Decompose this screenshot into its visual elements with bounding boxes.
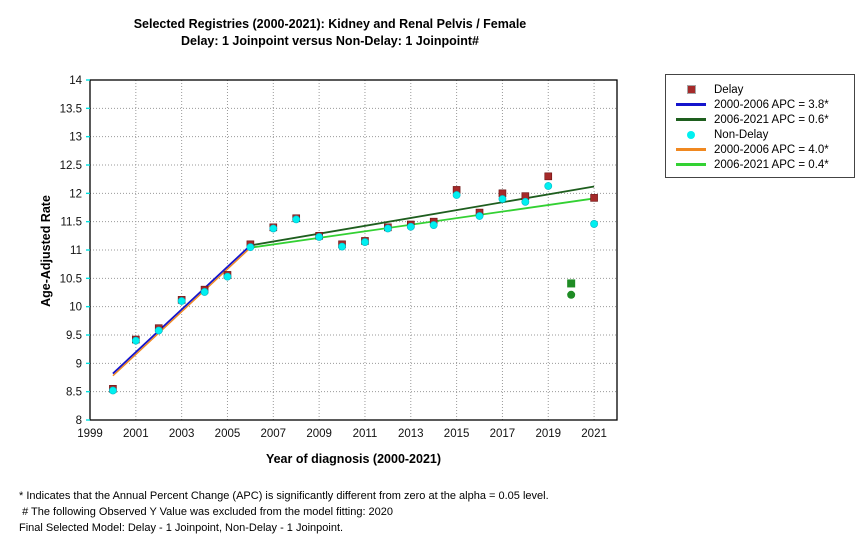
legend-circle-marker-icon — [687, 130, 695, 139]
x-tick-label: 2017 — [490, 428, 516, 440]
x-axis-title: Year of diagnosis (2000-2021) — [265, 452, 442, 466]
non-delay-point — [544, 182, 553, 190]
y-tick-label: 13 — [69, 132, 82, 144]
x-tick-label: 2021 — [581, 428, 607, 440]
x-tick-label: 2001 — [123, 428, 149, 440]
footnotes: * Indicates that the Annual Percent Chan… — [19, 488, 839, 536]
y-tick-label: 8.5 — [66, 387, 82, 399]
x-tick-label: 2005 — [215, 428, 241, 440]
footnote-excluded-value: # The following Observed Y Value was exc… — [19, 506, 394, 518]
delay-point — [590, 194, 598, 202]
footnote-apc-significance: * Indicates that the Annual Percent Chan… — [19, 490, 549, 502]
non-delay-point — [383, 224, 392, 233]
chart-title-line1: Selected Registries (2000-2021): Kidney … — [133, 17, 527, 31]
y-tick-label: 11 — [70, 245, 82, 257]
legend-line-swatch-icon — [676, 103, 706, 106]
legend-item-label: Delay — [714, 83, 744, 96]
x-tick-label: 2009 — [306, 428, 332, 440]
non-delay-point — [131, 336, 140, 345]
y-tick-label: 8 — [76, 415, 82, 427]
non-delay-point — [338, 242, 346, 251]
non-delay-point — [521, 197, 530, 206]
y-tick-label: 11.5 — [60, 217, 82, 229]
non-delay-point — [429, 221, 438, 229]
x-tick-label: 2019 — [535, 428, 561, 440]
non-delay-point — [361, 238, 369, 246]
legend-item-label: Non-Delay — [714, 128, 769, 141]
chart-title: Selected Registries (2000-2021): Kidney … — [0, 16, 660, 50]
legend-line-swatch-icon — [676, 118, 706, 121]
excluded-non-delay-point — [567, 290, 576, 299]
fit-line-non-delay-2000-2006-apc-4-0 — [112, 247, 251, 377]
non-delay-point — [590, 220, 598, 228]
non-delay-point — [292, 215, 301, 224]
legend-item-label: 2006-2021 APC = 0.4* — [714, 158, 829, 171]
legend-line-swatch-icon — [676, 148, 706, 151]
fit-line-non-delay-2006-2021-apc-0-4 — [250, 197, 595, 249]
legend: Delay 2000-2006 APC = 3.8* 2006-2021 APC =… — [665, 74, 855, 178]
non-delay-point — [269, 224, 278, 233]
x-tick-label: 2015 — [444, 428, 470, 440]
y-tick-label: 12.5 — [60, 160, 82, 172]
legend-square-marker-icon — [686, 85, 696, 94]
fit-line-delay-2000-2006-apc-3-8 — [112, 244, 252, 375]
legend-item-non-delay: Non-Delay — [674, 127, 848, 142]
y-tick-label: 14 — [69, 75, 82, 87]
legend-item-2000-2006-apc-4-0: 2000-2006 APC = 4.0* — [674, 142, 848, 157]
plot-area: 8 8.5 9 9.5 10 10.5 11 11.5 12 12.5 13 13.5 14 1999 20… — [60, 75, 618, 440]
y-tick-label: 9.5 — [66, 330, 82, 342]
non-delay-point — [109, 386, 117, 395]
y-tick-label: 10 — [69, 302, 82, 314]
legend-item-label: 2000-2006 APC = 4.0* — [714, 143, 829, 156]
non-delay-point — [475, 212, 484, 220]
delay-point — [544, 172, 553, 181]
non-delay-point — [246, 243, 255, 252]
chart-title-line2: Delay: 1 Joinpoint versus Non-Delay: 1 J… — [181, 34, 479, 48]
y-tick-label: 12 — [69, 188, 82, 200]
non-delay-point — [452, 191, 461, 199]
non-delay-point — [200, 288, 209, 296]
non-delay-point — [154, 326, 163, 335]
legend-item-2000-2006-apc-3-8: 2000-2006 APC = 3.8* — [674, 97, 848, 112]
non-delay-point — [223, 272, 232, 281]
x-tick-label: 2003 — [169, 428, 195, 440]
legend-item-2006-2021-apc-0-6: 2006-2021 APC = 0.6* — [674, 112, 848, 127]
non-delay-point — [498, 195, 507, 203]
y-tick-label: 9 — [76, 358, 82, 370]
footnote-final-model: Final Selected Model: Delay - 1 Joinpoin… — [19, 522, 344, 534]
x-tick-label: 2013 — [398, 428, 424, 440]
y-tick-label: 10.5 — [60, 273, 82, 285]
legend-item-delay: Delay — [674, 82, 848, 97]
legend-item-label: 2006-2021 APC = 0.6* — [714, 113, 829, 126]
x-tick-label: 2011 — [353, 428, 378, 440]
non-delay-point — [406, 222, 415, 231]
excluded-delay-point — [567, 279, 576, 288]
y-axis-title: Age-Adjusted Rate — [39, 195, 53, 307]
x-tick-label: 1999 — [77, 428, 103, 440]
x-tick-label: 2007 — [261, 428, 287, 440]
legend-item-label: 2000-2006 APC = 3.8* — [714, 98, 829, 111]
legend-line-swatch-icon — [676, 163, 706, 166]
non-delay-point — [315, 233, 324, 241]
fit-line-delay-2006-2021-apc-0-6 — [250, 185, 595, 247]
legend-item-2006-2021-apc-0-4: 2006-2021 APC = 0.4* — [674, 157, 848, 172]
non-delay-point — [177, 297, 186, 305]
y-tick-label: 13.5 — [60, 103, 82, 115]
